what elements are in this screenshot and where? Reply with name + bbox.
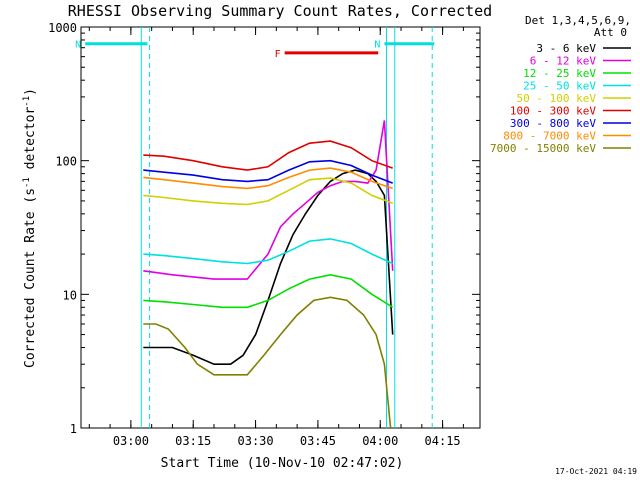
series-line-6 xyxy=(143,159,393,184)
y-axis-label: Corrected Count Rate (s-1 detector-1) xyxy=(22,88,38,368)
x-tick-label: 03:15 xyxy=(175,434,211,448)
y-tick-label: 100 xyxy=(55,155,77,169)
series-line-3 xyxy=(143,238,394,265)
chart-title: RHESSI Observing Summary Count Rates, Co… xyxy=(68,2,492,20)
legend-item-label: 100 - 300 keV xyxy=(510,105,596,118)
series-line-7 xyxy=(143,167,393,190)
legend-item-label: 800 - 7000 keV xyxy=(503,130,596,143)
legend-item-label: 6 - 12 keV xyxy=(530,55,597,68)
x-tick-label: 04:00 xyxy=(362,434,398,448)
series-line-5 xyxy=(143,140,393,171)
plot-frame xyxy=(80,26,481,429)
legend-item-label: 12 - 25 keV xyxy=(523,67,596,80)
x-axis-label: Start Time (10-Nov-10 02:47:02) xyxy=(161,456,404,471)
y-tick-label: 1000 xyxy=(48,21,77,35)
plot-border xyxy=(80,26,481,429)
legend-item-label: 3 - 6 keV xyxy=(536,42,596,55)
series-line-1 xyxy=(143,120,394,280)
annotation-label: N xyxy=(75,40,81,51)
x-tick-label: 03:00 xyxy=(113,434,149,448)
legend-item-label: 50 - 100 keV xyxy=(517,92,597,105)
series-line-2 xyxy=(143,273,394,309)
y-tick-label: 1 xyxy=(70,422,77,436)
series-group xyxy=(143,120,394,429)
annotation-label: F xyxy=(275,49,281,60)
series-line-8 xyxy=(143,296,392,429)
x-tick-label: 03:30 xyxy=(238,434,274,448)
y-axis: 1 10 100 1000 xyxy=(48,21,480,436)
legend-item-label: 25 - 50 keV xyxy=(523,80,596,93)
legend-header-line-1: Det 1,3,4,5,6,9, xyxy=(525,14,631,27)
x-axis: 03:00 03:15 03:30 03:45 04:00 04:15 xyxy=(88,27,464,448)
date-stamp: 17-Oct-2021 04:19 xyxy=(555,467,637,476)
legend-item-label: 7000 - 15000 keV xyxy=(490,142,596,155)
legend-item-label: 300 - 800 keV xyxy=(510,117,596,130)
x-tick-label: 03:45 xyxy=(300,434,336,448)
legend-header-line-2: Att 0 xyxy=(594,26,627,39)
series-line-4 xyxy=(143,177,393,206)
vertical-markers xyxy=(140,27,433,428)
annotation-bars: N NF xyxy=(75,40,435,60)
y-tick-label: 10 xyxy=(63,288,77,302)
x-tick-label: 04:15 xyxy=(425,434,461,448)
annotation-label: N xyxy=(374,40,380,51)
